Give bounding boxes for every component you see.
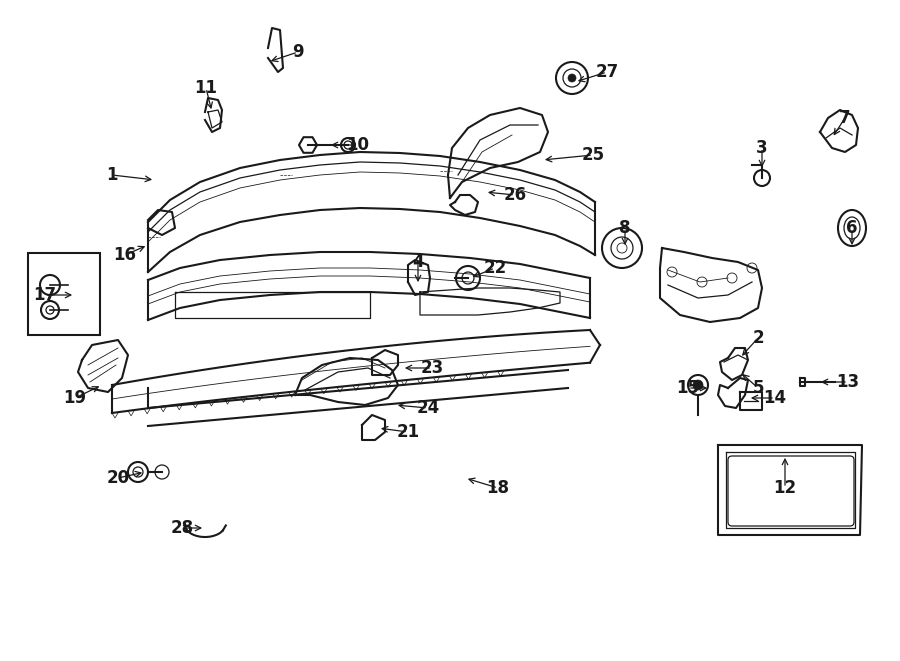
Text: 8: 8 [619,219,631,237]
Text: 9: 9 [292,43,304,61]
Text: 6: 6 [846,219,858,237]
Text: 13: 13 [836,373,860,391]
Text: 1: 1 [106,166,118,184]
Text: 16: 16 [113,246,137,264]
Text: 12: 12 [773,479,796,497]
Text: 11: 11 [194,79,218,97]
Text: 26: 26 [503,186,526,204]
Text: 21: 21 [396,423,419,441]
Text: 3: 3 [756,139,768,157]
Bar [28,253,100,335]
Text: 28: 28 [170,519,194,537]
Circle shape [568,74,576,82]
Text: 17: 17 [33,286,57,304]
Text: 15: 15 [677,379,699,397]
Text: 19: 19 [63,389,86,407]
Text: 27: 27 [596,63,618,81]
Text: 24: 24 [417,399,439,417]
Text: 22: 22 [483,259,507,277]
Text: 7: 7 [839,109,850,127]
Text: 14: 14 [763,389,787,407]
Text: 18: 18 [487,479,509,497]
Text: 5: 5 [752,379,764,397]
Text: 23: 23 [420,359,444,377]
Circle shape [693,380,703,390]
Text: 10: 10 [346,136,370,154]
Text: 2: 2 [752,329,764,347]
Text: 20: 20 [106,469,130,487]
Text: 25: 25 [581,146,605,164]
Text: 4: 4 [412,253,424,271]
